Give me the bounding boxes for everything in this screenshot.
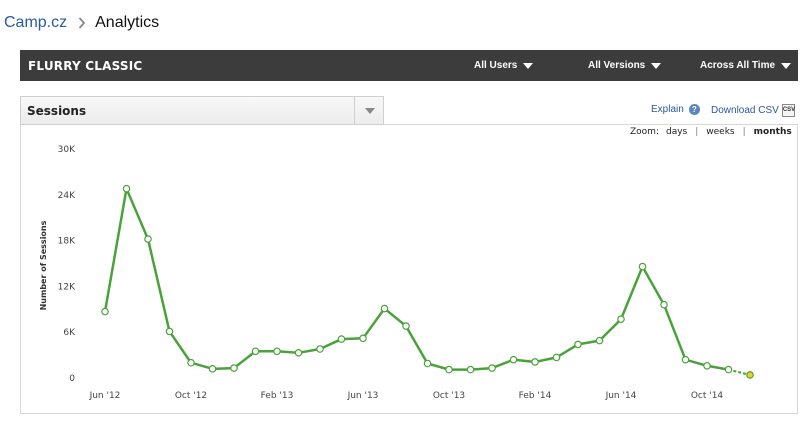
caret-down-icon [651, 62, 662, 69]
help-icon: ? [688, 104, 700, 115]
users-filter-label: All Users [474, 60, 518, 71]
zoom-separator: | [695, 127, 699, 137]
caret-down-icon [523, 62, 534, 69]
csv-file-icon: CSV [781, 104, 795, 117]
time-range-label: Across All Time [700, 60, 776, 71]
metric-select[interactable]: Sessions [20, 96, 384, 125]
versions-filter-dropdown[interactable]: All Versions [588, 50, 662, 81]
chart-panel [20, 124, 798, 414]
chevron-right-icon [78, 17, 86, 29]
zoom-months-link[interactable]: months [753, 127, 792, 137]
download-csv-link[interactable]: Download CSV CSV [711, 104, 795, 117]
zoom-controls: Zoom: days | weeks | months [630, 127, 792, 137]
page-title: Analytics [95, 14, 160, 31]
versions-filter-label: All Versions [588, 60, 646, 71]
zoom-weeks-link[interactable]: weeks [706, 127, 735, 137]
explain-link[interactable]: Explain ? [651, 104, 700, 115]
metric-select-value: Sessions [27, 104, 87, 118]
breadcrumb-app-link[interactable]: Camp.cz [4, 14, 68, 31]
caret-down-icon [781, 62, 792, 69]
divider [354, 97, 355, 124]
explain-label: Explain [651, 104, 684, 115]
analytics-header-bar: FLURRY CLASSIC All Users All Versions Ac… [20, 50, 798, 81]
zoom-days-link[interactable]: days [665, 127, 688, 137]
users-filter-dropdown[interactable]: All Users [474, 50, 534, 81]
breadcrumb: Camp.cz Analytics [4, 12, 159, 34]
header-title: FLURRY CLASSIC [28, 58, 143, 73]
caret-down-icon[interactable] [365, 108, 375, 114]
zoom-label: Zoom: [630, 127, 659, 137]
time-range-dropdown[interactable]: Across All Time [700, 50, 792, 81]
download-csv-label: Download CSV [711, 105, 779, 116]
zoom-separator: | [742, 127, 746, 137]
